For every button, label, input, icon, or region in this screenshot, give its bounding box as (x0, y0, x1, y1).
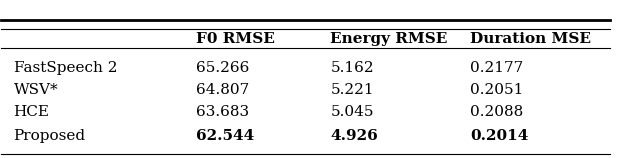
Text: 64.807: 64.807 (197, 83, 249, 97)
Text: 5.162: 5.162 (330, 61, 374, 75)
Text: 4.926: 4.926 (330, 129, 378, 143)
Text: 62.544: 62.544 (197, 129, 254, 143)
Text: 5.221: 5.221 (330, 83, 374, 97)
Text: 0.2088: 0.2088 (470, 105, 524, 119)
Text: F0 RMSE: F0 RMSE (197, 32, 275, 46)
Text: 5.045: 5.045 (330, 105, 374, 119)
Text: WSV*: WSV* (14, 83, 58, 97)
Text: 0.2014: 0.2014 (470, 129, 529, 143)
Text: Energy RMSE: Energy RMSE (330, 32, 448, 46)
Text: Duration MSE: Duration MSE (470, 32, 592, 46)
Text: Proposed: Proposed (14, 129, 86, 143)
Text: 0.2177: 0.2177 (470, 61, 524, 75)
Text: 65.266: 65.266 (197, 61, 249, 75)
Text: FastSpeech 2: FastSpeech 2 (14, 61, 117, 75)
Text: 0.2051: 0.2051 (470, 83, 524, 97)
Text: 63.683: 63.683 (197, 105, 249, 119)
Text: HCE: HCE (14, 105, 50, 119)
